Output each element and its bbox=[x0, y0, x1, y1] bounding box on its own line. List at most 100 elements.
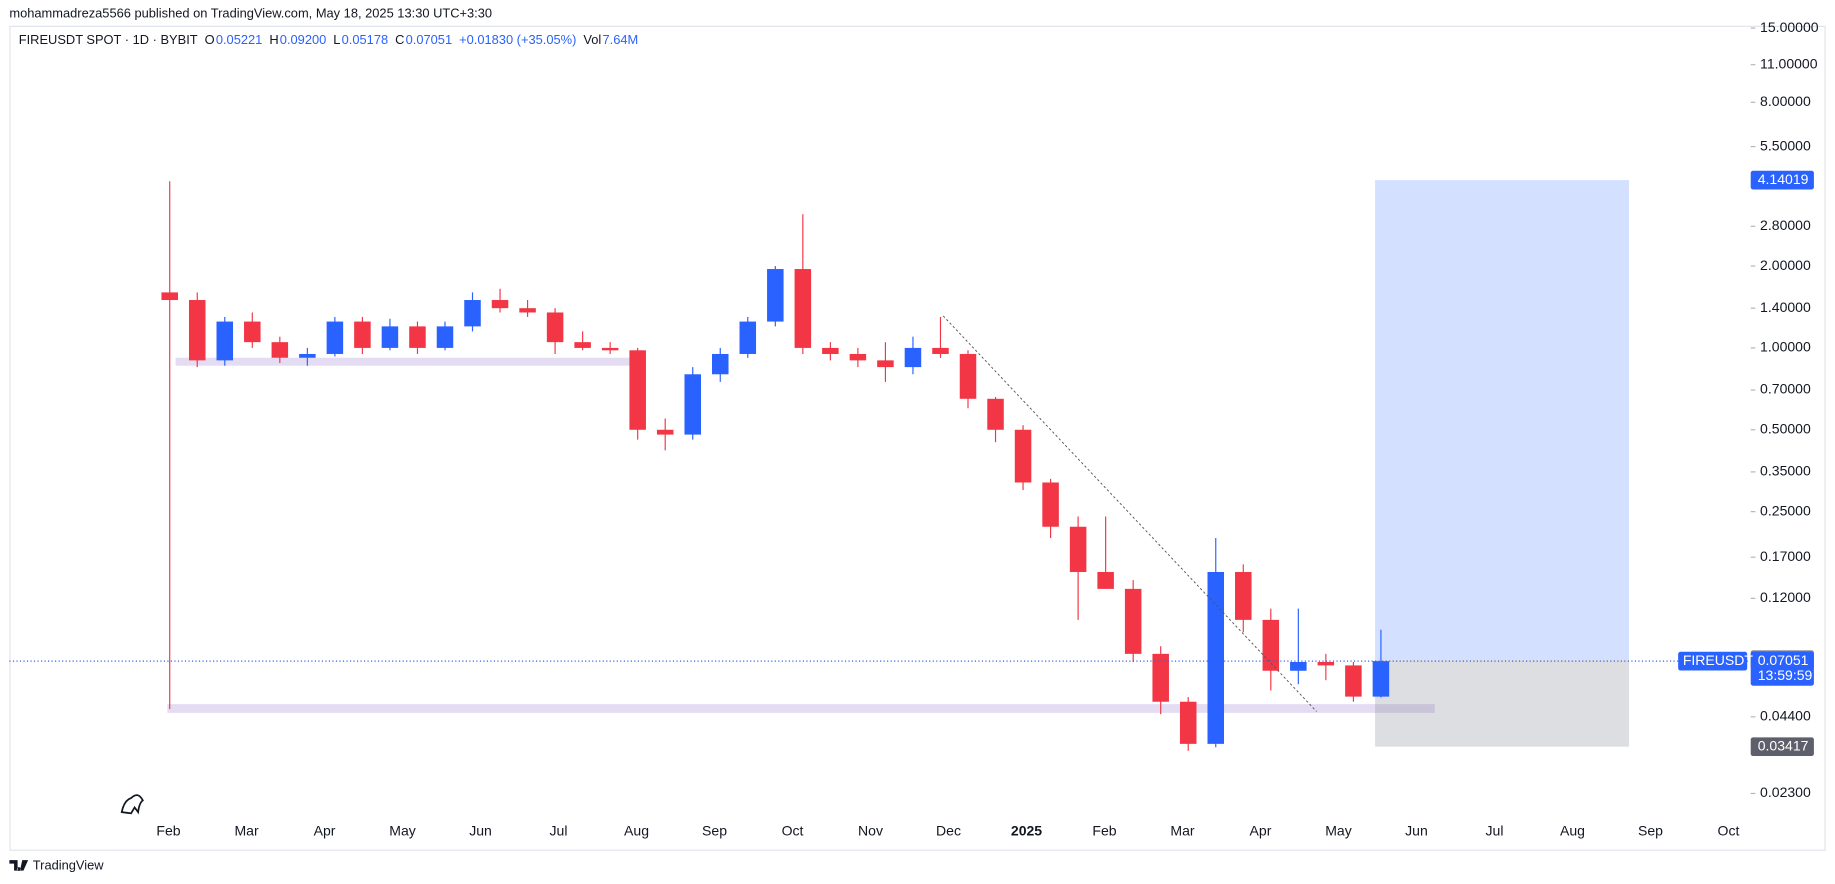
price-tag bbox=[1750, 170, 1814, 190]
footer-brand: TradingView bbox=[33, 857, 104, 872]
candle-body bbox=[1179, 701, 1197, 744]
candle-body bbox=[1345, 665, 1362, 697]
x-tick-label: Sep bbox=[702, 823, 727, 839]
plot-area: 15.00000 11.00000 8.00000 5.50000 2.80000 2.0… bbox=[9, 19, 1819, 839]
symbol-info: FIREUSDT SPOT · 1D · BYBIT O0.05221 H0.092… bbox=[19, 32, 638, 47]
x-tick-label: Feb bbox=[1092, 823, 1116, 839]
profit-zone bbox=[1375, 180, 1630, 660]
candle-body bbox=[767, 269, 784, 322]
x-tick-label: Jun bbox=[469, 823, 492, 839]
field-value: +0.01830 (+35.05%) bbox=[459, 32, 576, 47]
candle-body bbox=[519, 308, 536, 313]
candle-body bbox=[299, 353, 316, 358]
loss-zone bbox=[1375, 659, 1630, 747]
candle-body bbox=[216, 321, 234, 361]
x-tick-label: May bbox=[389, 823, 416, 839]
x-tick-label: Jul bbox=[550, 823, 568, 839]
y-tick-label: 2.80000 bbox=[1760, 217, 1811, 233]
candle-body bbox=[1290, 661, 1307, 671]
x-tick-label: Oct bbox=[1718, 823, 1740, 839]
candle-body bbox=[1235, 571, 1252, 620]
x-tick-label: 2025 bbox=[1011, 823, 1042, 839]
x-tick-label: Mar bbox=[1170, 823, 1194, 839]
field-label: O bbox=[205, 32, 215, 47]
candle-body bbox=[464, 300, 481, 327]
last-price-tag bbox=[1750, 651, 1814, 686]
y-tick-label: 1.40000 bbox=[1760, 299, 1811, 315]
y-tick-label: 0.25000 bbox=[1760, 502, 1811, 518]
candle-body bbox=[656, 429, 674, 435]
symbol-tag-label: FIREUSDT bbox=[1683, 652, 1754, 668]
x-tick-label: May bbox=[1325, 823, 1352, 839]
y-tick-label: 8.00000 bbox=[1760, 93, 1811, 109]
candle-body bbox=[629, 350, 646, 430]
candle-body bbox=[1124, 588, 1142, 654]
y-tick-label: 15.00000 bbox=[1760, 19, 1819, 35]
y-tick-label: 0.70000 bbox=[1760, 381, 1811, 397]
x-tick-label: Jul bbox=[1486, 823, 1504, 839]
y-tick-label: 0.02300 bbox=[1760, 784, 1811, 800]
candle-body bbox=[684, 374, 701, 435]
trend-line bbox=[942, 315, 1317, 712]
candle-body bbox=[794, 269, 812, 348]
candle-body bbox=[1152, 653, 1169, 702]
x-tick-label: Apr bbox=[1250, 823, 1272, 839]
symbol-tag bbox=[1678, 651, 1748, 671]
published-line: mohammadreza5566 published on TradingVie… bbox=[9, 5, 492, 20]
candle-body bbox=[1042, 482, 1059, 527]
candle-body bbox=[244, 321, 261, 343]
candle-body bbox=[326, 321, 344, 354]
x-tick-label: Feb bbox=[156, 823, 180, 839]
candle-body bbox=[822, 347, 839, 354]
x-tick-label: Sep bbox=[1638, 823, 1663, 839]
last-price-label: 0.07051 bbox=[1758, 652, 1809, 668]
support-zone bbox=[167, 704, 1435, 713]
support-zone bbox=[175, 357, 632, 366]
y-tick-label: 0.17000 bbox=[1760, 548, 1811, 564]
candle-body bbox=[1262, 619, 1280, 671]
candle-body bbox=[904, 347, 922, 368]
y-tick-label: 0.04400 bbox=[1760, 708, 1811, 724]
x-tick-label: Oct bbox=[782, 823, 804, 839]
countdown: 13:59:59 bbox=[1758, 667, 1813, 683]
candle-body bbox=[1372, 661, 1390, 697]
candle-body bbox=[932, 347, 949, 354]
y-tick-label: 0.50000 bbox=[1760, 420, 1811, 436]
y-tick-label: 2.00000 bbox=[1760, 257, 1811, 273]
price-tag-label: 4.14019 bbox=[1758, 171, 1809, 187]
x-tick-label: Jun bbox=[1405, 823, 1428, 839]
candle-body bbox=[188, 300, 206, 361]
field-value: 0.05221 bbox=[216, 32, 262, 47]
candle-body bbox=[546, 312, 564, 343]
y-tick-label: 11.00000 bbox=[1760, 55, 1818, 71]
candle-body bbox=[1317, 661, 1335, 666]
candle-body bbox=[849, 353, 867, 361]
y-tick-label: 0.12000 bbox=[1760, 589, 1811, 605]
candle-body bbox=[987, 398, 1004, 430]
y-tick-label: 0.35000 bbox=[1760, 463, 1811, 479]
candle-body bbox=[1097, 571, 1114, 589]
x-tick-label: Aug bbox=[624, 823, 649, 839]
field-value: 7.64M bbox=[602, 32, 638, 47]
candle-body bbox=[1069, 526, 1087, 572]
candle-body bbox=[1207, 571, 1225, 744]
symbol-title: FIREUSDT SPOT · 1D · BYBIT bbox=[19, 32, 198, 47]
candle-body bbox=[1014, 429, 1032, 483]
x-tick-label: Mar bbox=[234, 823, 258, 839]
price-tag-label: 0.03417 bbox=[1758, 737, 1809, 753]
candle-body bbox=[959, 353, 977, 399]
x-tick-label: Aug bbox=[1560, 823, 1585, 839]
y-tick-label: 1.00000 bbox=[1760, 339, 1811, 355]
x-tick-label: Dec bbox=[936, 823, 961, 839]
price-tag bbox=[1750, 737, 1814, 757]
field-label: Vol bbox=[583, 32, 601, 47]
field-label: H bbox=[269, 32, 278, 47]
field-label: C bbox=[395, 32, 404, 47]
y-tick-label: 5.50000 bbox=[1760, 137, 1811, 153]
candle-body bbox=[409, 326, 426, 348]
candle-body bbox=[877, 360, 894, 368]
field-label: L bbox=[333, 32, 340, 47]
x-tick-label: Apr bbox=[314, 823, 336, 839]
